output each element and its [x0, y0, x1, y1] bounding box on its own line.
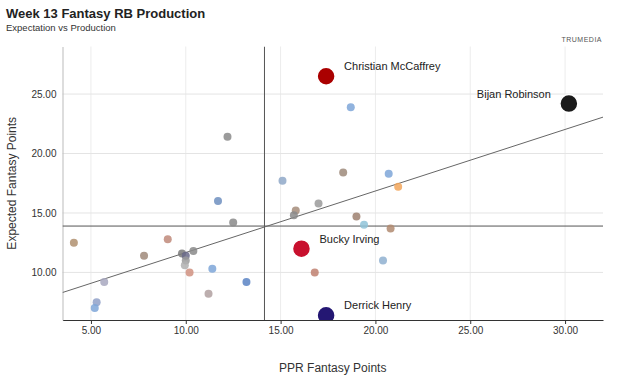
grid-line-y: [63, 153, 604, 154]
point: [242, 278, 250, 286]
point-label: Bucky Irving: [319, 233, 379, 245]
plot-area: [63, 47, 604, 321]
grid-line-y: [63, 272, 604, 273]
grid: [63, 47, 604, 321]
y-tick: 10.00: [31, 267, 62, 278]
x-tick-label: 30.00: [553, 325, 578, 336]
y-axis: 10.00 15.00 20.00 25.00: [31, 47, 63, 321]
point: [352, 213, 360, 221]
point: [387, 224, 395, 232]
x-tick: 25.00: [458, 320, 483, 336]
point: [339, 169, 347, 177]
x-tick: 10.00: [174, 320, 199, 336]
point: [186, 268, 194, 276]
highlight-point: [560, 95, 578, 113]
point: [394, 183, 402, 191]
x-axis-line: [63, 320, 604, 321]
highlight-point: [317, 306, 335, 320]
point: [229, 218, 237, 226]
x-tick-label: 15.00: [269, 325, 294, 336]
x-axis-title: PPR Fantasy Points: [279, 361, 386, 375]
y-axis-title: Expected Fantasy Points: [5, 117, 19, 250]
grid-line-x: [565, 47, 566, 321]
x-tick-mark: [470, 320, 471, 324]
grid-line-x: [470, 47, 471, 321]
subtitle: Expectation vs Production: [6, 22, 116, 33]
point: [91, 304, 99, 312]
x-tick: 20.00: [363, 320, 388, 336]
point: [290, 211, 298, 219]
x-tick-mark: [186, 320, 187, 324]
point: [315, 199, 323, 207]
point: [214, 197, 222, 205]
point-label: Derrick Henry: [344, 299, 412, 311]
x-tick: 5.00: [82, 320, 102, 336]
point: [140, 252, 148, 260]
logo: TRUMEDIA: [561, 36, 602, 43]
point: [205, 290, 213, 298]
grid-line-y: [63, 212, 604, 213]
point: [181, 261, 189, 269]
reference-line-x: [264, 47, 265, 321]
x-tick-mark: [375, 320, 376, 324]
x-tick-mark: [91, 320, 92, 324]
x-tick-mark: [281, 320, 282, 324]
y-tick: 15.00: [31, 208, 62, 219]
reference-line-y: [63, 226, 604, 227]
trend-line: [63, 117, 604, 292]
y-tick-label: 15.00: [31, 208, 56, 219]
point: [164, 235, 172, 243]
x-axis: 5.00 10.00 15.00 20.00 25.00 30.00: [63, 320, 604, 336]
x-tick: 15.00: [269, 320, 294, 336]
y-tick-label: 25.00: [31, 89, 56, 100]
point: [189, 247, 197, 255]
title: Week 13 Fantasy RB Production: [6, 6, 205, 21]
grid-line-x: [90, 47, 91, 321]
grid-line-x: [375, 47, 376, 321]
point: [385, 170, 393, 178]
x-tick-label: 20.00: [363, 325, 388, 336]
x-tick-mark: [565, 320, 566, 324]
point: [223, 133, 231, 141]
y-tick-label: 10.00: [31, 267, 56, 278]
x-tick-label: 10.00: [174, 325, 199, 336]
point: [208, 265, 216, 273]
highlight-point: [317, 67, 335, 85]
point-label: Bijan Robinson: [477, 88, 551, 100]
y-axis-line: [63, 47, 64, 321]
point-labels: Christian McCaffrey Bijan Robinson Bucky I…: [319, 60, 550, 311]
x-tick-label: 5.00: [82, 325, 102, 336]
highlight-point: [292, 240, 310, 258]
point: [379, 257, 387, 265]
x-tick: 30.00: [553, 320, 578, 336]
y-tick-label: 20.00: [31, 148, 56, 159]
grid-line-x: [185, 47, 186, 321]
point: [311, 268, 319, 276]
point: [360, 221, 368, 229]
y-tick: 25.00: [31, 89, 62, 100]
x-tick-label: 25.00: [458, 325, 483, 336]
point: [347, 103, 355, 111]
point: [70, 239, 78, 247]
point: [100, 278, 108, 286]
y-tick: 20.00: [31, 148, 62, 159]
chart: Week 13 Fantasy RB ProductionExpectation…: [0, 0, 618, 392]
point: [278, 177, 286, 185]
point-label: Christian McCaffrey: [344, 60, 441, 72]
